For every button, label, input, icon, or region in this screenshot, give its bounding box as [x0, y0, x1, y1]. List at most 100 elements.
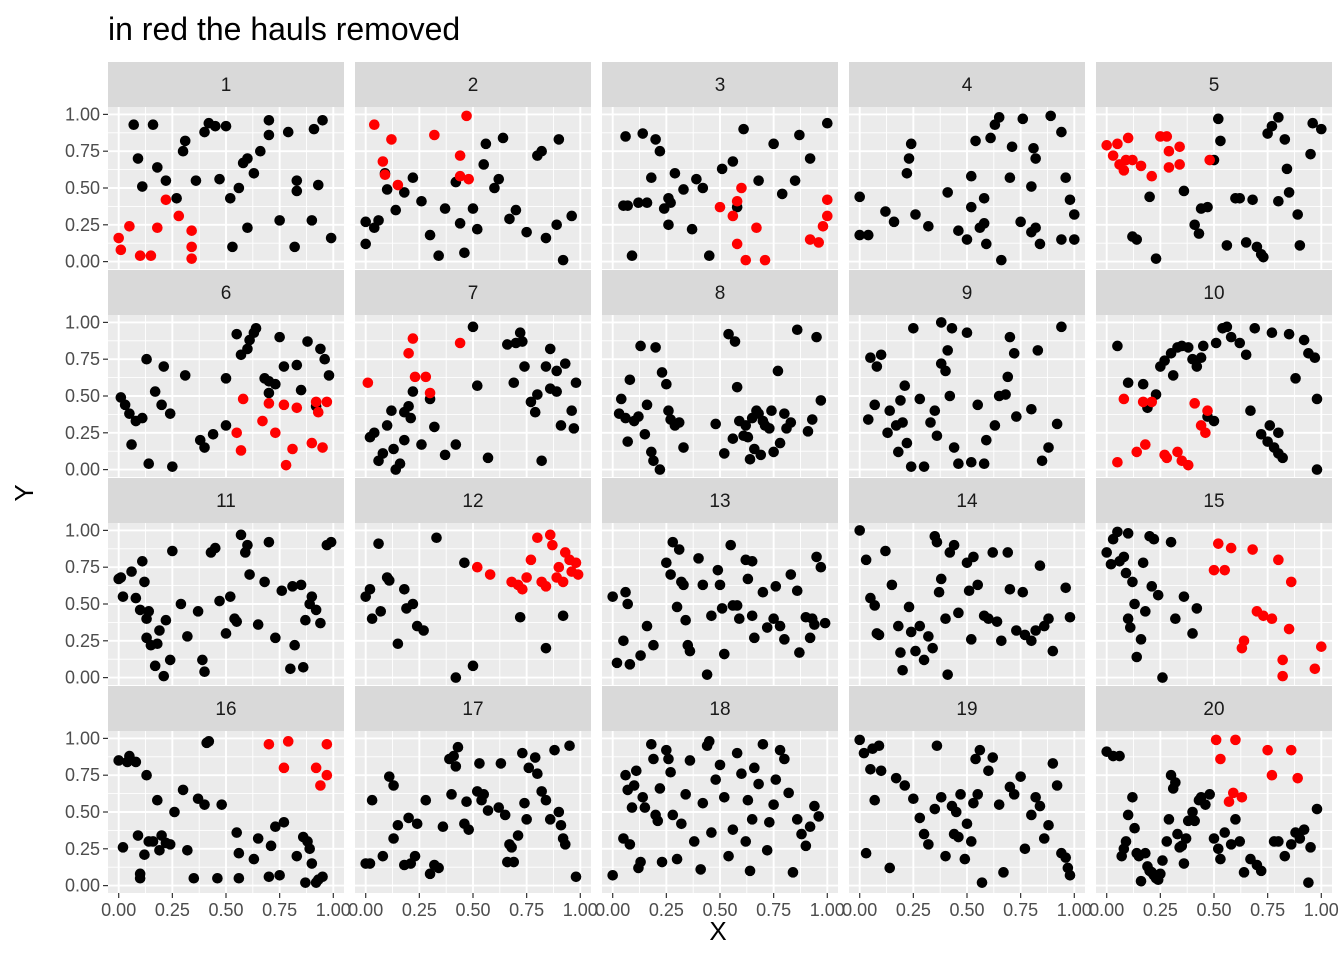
kept-haul-point	[791, 585, 803, 597]
x-tick-label: 1.00	[810, 900, 845, 920]
kept-haul-point	[862, 229, 874, 241]
facet-strip	[849, 270, 1085, 315]
removed-haul-point	[731, 238, 743, 250]
facet-panel-12: 12	[355, 478, 591, 685]
kept-haul-point	[633, 197, 644, 209]
kept-haul-point	[403, 812, 414, 824]
kept-haul-point	[137, 556, 148, 567]
removed-haul-point	[1122, 132, 1134, 144]
removed-haul-point	[1309, 663, 1321, 675]
facet-panel-19: 19 0.00 0.25 0.50 0.75 1.00	[842, 686, 1092, 920]
kept-haul-point	[639, 428, 651, 440]
removed-haul-point	[557, 576, 569, 588]
kept-haul-point	[1247, 194, 1258, 206]
kept-haul-point	[199, 442, 210, 453]
kept-haul-point	[1273, 427, 1284, 439]
kept-haul-point	[1298, 824, 1310, 835]
kept-haul-point	[1069, 234, 1080, 245]
kept-haul-point	[802, 426, 814, 437]
kept-haul-point	[291, 850, 303, 862]
kept-haul-point	[514, 611, 526, 623]
facet-strip	[355, 686, 591, 731]
kept-haul-point	[540, 794, 552, 806]
kept-haul-point	[718, 448, 730, 459]
kept-haul-point	[1051, 418, 1063, 430]
kept-haul-point	[953, 831, 964, 843]
kept-haul-point	[214, 173, 225, 185]
kept-haul-point	[519, 797, 530, 809]
y-tick-label: 0.00	[65, 668, 100, 688]
kept-haul-point	[1112, 340, 1123, 352]
facet-strip	[108, 686, 344, 731]
removed-haul-point	[751, 222, 762, 234]
kept-haul-point	[235, 529, 247, 541]
kept-haul-point	[203, 736, 215, 747]
removed-haul-point	[263, 398, 275, 409]
kept-haul-point	[714, 759, 726, 771]
kept-haul-point	[231, 328, 243, 340]
kept-haul-point	[179, 135, 191, 147]
kept-haul-point	[787, 867, 799, 878]
kept-haul-point	[978, 458, 990, 470]
removed-haul-point	[407, 333, 419, 344]
kept-haul-point	[315, 617, 326, 629]
kept-haul-point	[678, 442, 689, 453]
kept-haul-point	[1045, 110, 1056, 122]
facet-strip	[1096, 270, 1332, 315]
kept-haul-point	[753, 175, 764, 186]
facet-strip-label: 7	[468, 283, 479, 304]
kept-haul-point	[888, 216, 900, 228]
kept-haul-point	[177, 145, 189, 157]
removed-haul-point	[1174, 141, 1185, 153]
kept-haul-point	[549, 744, 560, 756]
facet-strip-label: 15	[1203, 491, 1224, 512]
kept-haul-point	[740, 836, 752, 847]
kept-haul-point	[304, 843, 315, 855]
kept-haul-point	[875, 349, 887, 361]
kept-haul-point	[1064, 611, 1076, 623]
kept-haul-point	[143, 458, 155, 470]
kept-haul-point	[815, 395, 827, 406]
kept-haul-point	[315, 343, 326, 355]
removed-haul-point	[1208, 564, 1220, 576]
kept-haul-point	[1238, 867, 1250, 878]
kept-haul-point	[981, 238, 992, 250]
kept-haul-point	[665, 197, 676, 209]
kept-haul-point	[1036, 455, 1048, 467]
kept-haul-point	[948, 442, 960, 453]
kept-haul-point	[1279, 850, 1291, 862]
kept-haul-point	[770, 774, 782, 785]
removed-haul-point	[362, 377, 374, 389]
kept-haul-point	[317, 114, 328, 126]
kept-haul-point	[160, 614, 172, 626]
y-tick-label: 0.25	[65, 631, 100, 651]
kept-haul-point	[946, 322, 958, 334]
kept-haul-point	[250, 322, 262, 334]
kept-haul-point	[1118, 551, 1130, 563]
kept-haul-point	[555, 420, 567, 431]
kept-haul-point	[1311, 393, 1323, 405]
kept-haul-point	[274, 331, 285, 343]
kept-haul-point	[998, 867, 1009, 878]
kept-haul-point	[1208, 833, 1220, 844]
kept-haul-point	[1127, 791, 1138, 803]
kept-haul-point	[1221, 240, 1233, 251]
kept-haul-point	[607, 869, 618, 881]
kept-haul-point	[686, 223, 698, 235]
kept-haul-point	[965, 201, 977, 213]
y-tick-label: 1.00	[65, 104, 100, 124]
kept-haul-point	[822, 117, 833, 129]
kept-haul-point	[1283, 187, 1295, 198]
kept-haul-point	[740, 420, 752, 431]
kept-haul-point	[1191, 361, 1203, 372]
kept-haul-point	[620, 131, 631, 142]
kept-haul-point	[706, 827, 717, 838]
kept-haul-point	[559, 839, 571, 850]
removed-haul-point	[306, 437, 318, 449]
facet-panel-15: 15	[1096, 478, 1332, 685]
kept-haul-point	[1017, 113, 1029, 125]
kept-haul-point	[394, 458, 406, 470]
kept-haul-point	[214, 595, 225, 607]
kept-haul-point	[734, 613, 745, 625]
kept-haul-point	[1008, 789, 1020, 800]
